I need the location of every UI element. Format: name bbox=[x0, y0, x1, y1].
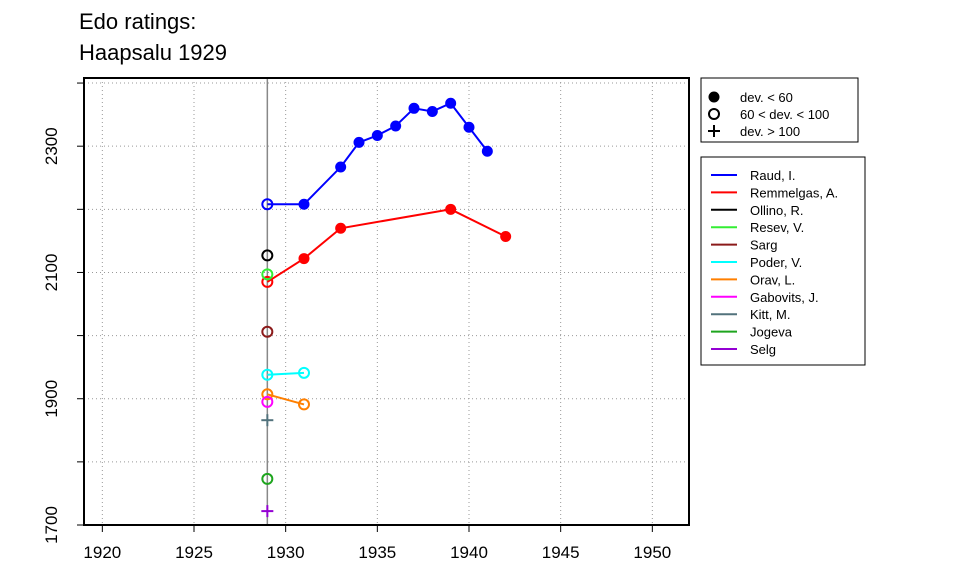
series-ollino-r bbox=[261, 249, 274, 262]
legend-label: Poder, V. bbox=[750, 255, 802, 270]
series-gabovits-j bbox=[261, 395, 274, 408]
data-point bbox=[298, 366, 310, 379]
data-point bbox=[261, 368, 274, 381]
series-remmelgas-a bbox=[261, 203, 512, 288]
series-line bbox=[267, 393, 305, 406]
data-point bbox=[426, 105, 438, 117]
marker-legend-label: 60 < dev. < 100 bbox=[740, 107, 829, 122]
marker-legend-symbol bbox=[708, 108, 720, 120]
data-point bbox=[261, 198, 274, 211]
chart-title-line-2: Haapsalu 1929 bbox=[79, 40, 227, 65]
series-line bbox=[267, 371, 305, 376]
series-raud-i bbox=[261, 97, 493, 211]
data-point bbox=[261, 325, 274, 338]
marker-legend-symbol bbox=[708, 125, 720, 137]
series-selg bbox=[261, 505, 274, 518]
legend-label: Gabovits, J. bbox=[750, 290, 819, 305]
plot-frame bbox=[83, 77, 690, 526]
series-resev-v bbox=[261, 268, 274, 281]
marker-legend-box bbox=[700, 77, 859, 143]
data-point bbox=[408, 102, 420, 114]
chart-title-line-1: Edo ratings: bbox=[79, 9, 196, 34]
legend-label: Sarg bbox=[750, 238, 777, 253]
data-point bbox=[261, 505, 274, 518]
x-tick-label: 1950 bbox=[633, 543, 671, 562]
x-tick-label: 1920 bbox=[83, 543, 121, 562]
data-point bbox=[371, 129, 383, 141]
marker-legend-symbol bbox=[708, 91, 720, 103]
data-point bbox=[298, 398, 310, 411]
y-axis: 1700 1900 2100 2300 bbox=[42, 82, 84, 544]
series-kitt-m bbox=[261, 414, 274, 427]
series-layer bbox=[261, 97, 512, 518]
data-point bbox=[261, 249, 274, 262]
data-point bbox=[463, 121, 475, 133]
legend-label: Jogeva bbox=[750, 325, 793, 340]
data-point bbox=[390, 120, 402, 132]
data-point bbox=[261, 472, 274, 485]
y-tick-label: 1700 bbox=[42, 506, 61, 544]
marker-legend: dev. < 60 60 < dev. < 100 dev. > 100 bbox=[700, 77, 859, 143]
data-point bbox=[261, 275, 274, 288]
x-tick-label: 1940 bbox=[450, 543, 488, 562]
data-point bbox=[481, 145, 493, 157]
series-sarg bbox=[261, 325, 274, 338]
data-point bbox=[261, 414, 274, 427]
x-tick-label: 1930 bbox=[267, 543, 305, 562]
x-tick-label: 1925 bbox=[175, 543, 213, 562]
y-tick-label: 2100 bbox=[42, 254, 61, 292]
x-tick-label: 1935 bbox=[358, 543, 396, 562]
data-point bbox=[445, 203, 457, 215]
data-point bbox=[500, 230, 512, 242]
x-tick-label: 1945 bbox=[542, 543, 580, 562]
legend-label: Raud, I. bbox=[750, 168, 796, 183]
legend-label: Ollino, R. bbox=[750, 203, 803, 218]
x-axis: 1920 1925 1930 1935 1940 1945 1950 bbox=[83, 525, 671, 562]
data-point bbox=[335, 222, 347, 234]
y-tick-label: 2300 bbox=[42, 127, 61, 165]
data-point bbox=[261, 388, 274, 401]
y-tick-label: 1900 bbox=[42, 380, 61, 418]
data-point bbox=[298, 198, 310, 210]
marker-legend-label: dev. > 100 bbox=[740, 124, 800, 139]
series-orav-l bbox=[261, 388, 310, 411]
data-point bbox=[261, 268, 274, 281]
series-line bbox=[266, 208, 507, 283]
data-point bbox=[261, 395, 274, 408]
series-legend: Raud, I. Remmelgas, A. Ollino, R. Resev, V.… bbox=[700, 156, 866, 366]
legend-label: Selg bbox=[750, 342, 776, 357]
legend-label: Remmelgas, A. bbox=[750, 185, 838, 200]
legend-label: Orav, L. bbox=[750, 272, 795, 287]
data-point bbox=[445, 97, 457, 109]
grid-lines bbox=[84, 78, 689, 526]
marker-legend-label: dev. < 60 bbox=[740, 90, 793, 105]
data-point bbox=[353, 136, 365, 148]
data-point bbox=[335, 161, 347, 173]
legend-label: Kitt, M. bbox=[750, 307, 790, 322]
series-poder-v bbox=[261, 366, 310, 381]
legend-label: Resev, V. bbox=[750, 220, 804, 235]
data-point bbox=[298, 253, 310, 265]
series-jogeva bbox=[261, 472, 274, 485]
